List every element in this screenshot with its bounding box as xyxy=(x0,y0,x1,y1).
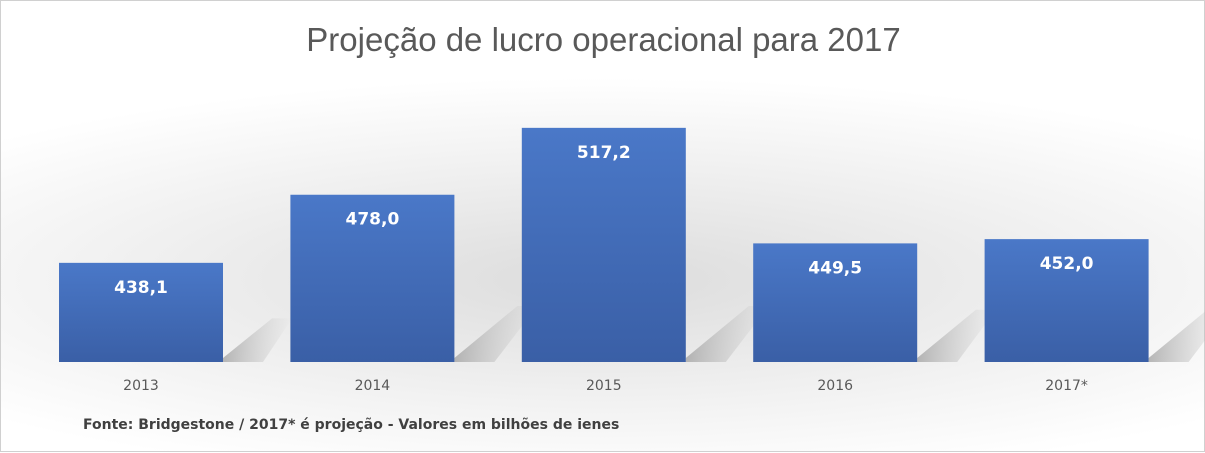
data-label: 438,1 xyxy=(114,278,168,298)
x-tick-label: 2017* xyxy=(1045,378,1088,394)
bar-shadow xyxy=(454,306,538,362)
chart-title: Projeção de lucro operacional para 2017 xyxy=(306,21,901,58)
bar-shadow xyxy=(685,306,769,362)
x-tick-label: 2013 xyxy=(123,378,159,394)
data-label: 449,5 xyxy=(808,258,862,278)
bar-2014 xyxy=(290,194,455,362)
bar-shadow xyxy=(917,309,996,362)
x-tick-label: 2015 xyxy=(586,378,622,394)
bar-2016 xyxy=(753,243,918,362)
bar-2015 xyxy=(521,127,686,362)
data-label: 478,0 xyxy=(346,210,400,230)
data-label: 452,0 xyxy=(1040,254,1094,274)
bar-2013 xyxy=(59,262,223,362)
chart-footnote: Fonte: Bridgestone / 2017* é projeção - … xyxy=(83,417,620,433)
bar-2017* xyxy=(984,239,1149,362)
x-tick-label: 2016 xyxy=(817,378,853,394)
data-label: 517,2 xyxy=(577,143,631,163)
bar-shadow xyxy=(1148,311,1205,362)
bar-shadow xyxy=(223,318,293,362)
x-tick-label: 2014 xyxy=(355,378,391,394)
